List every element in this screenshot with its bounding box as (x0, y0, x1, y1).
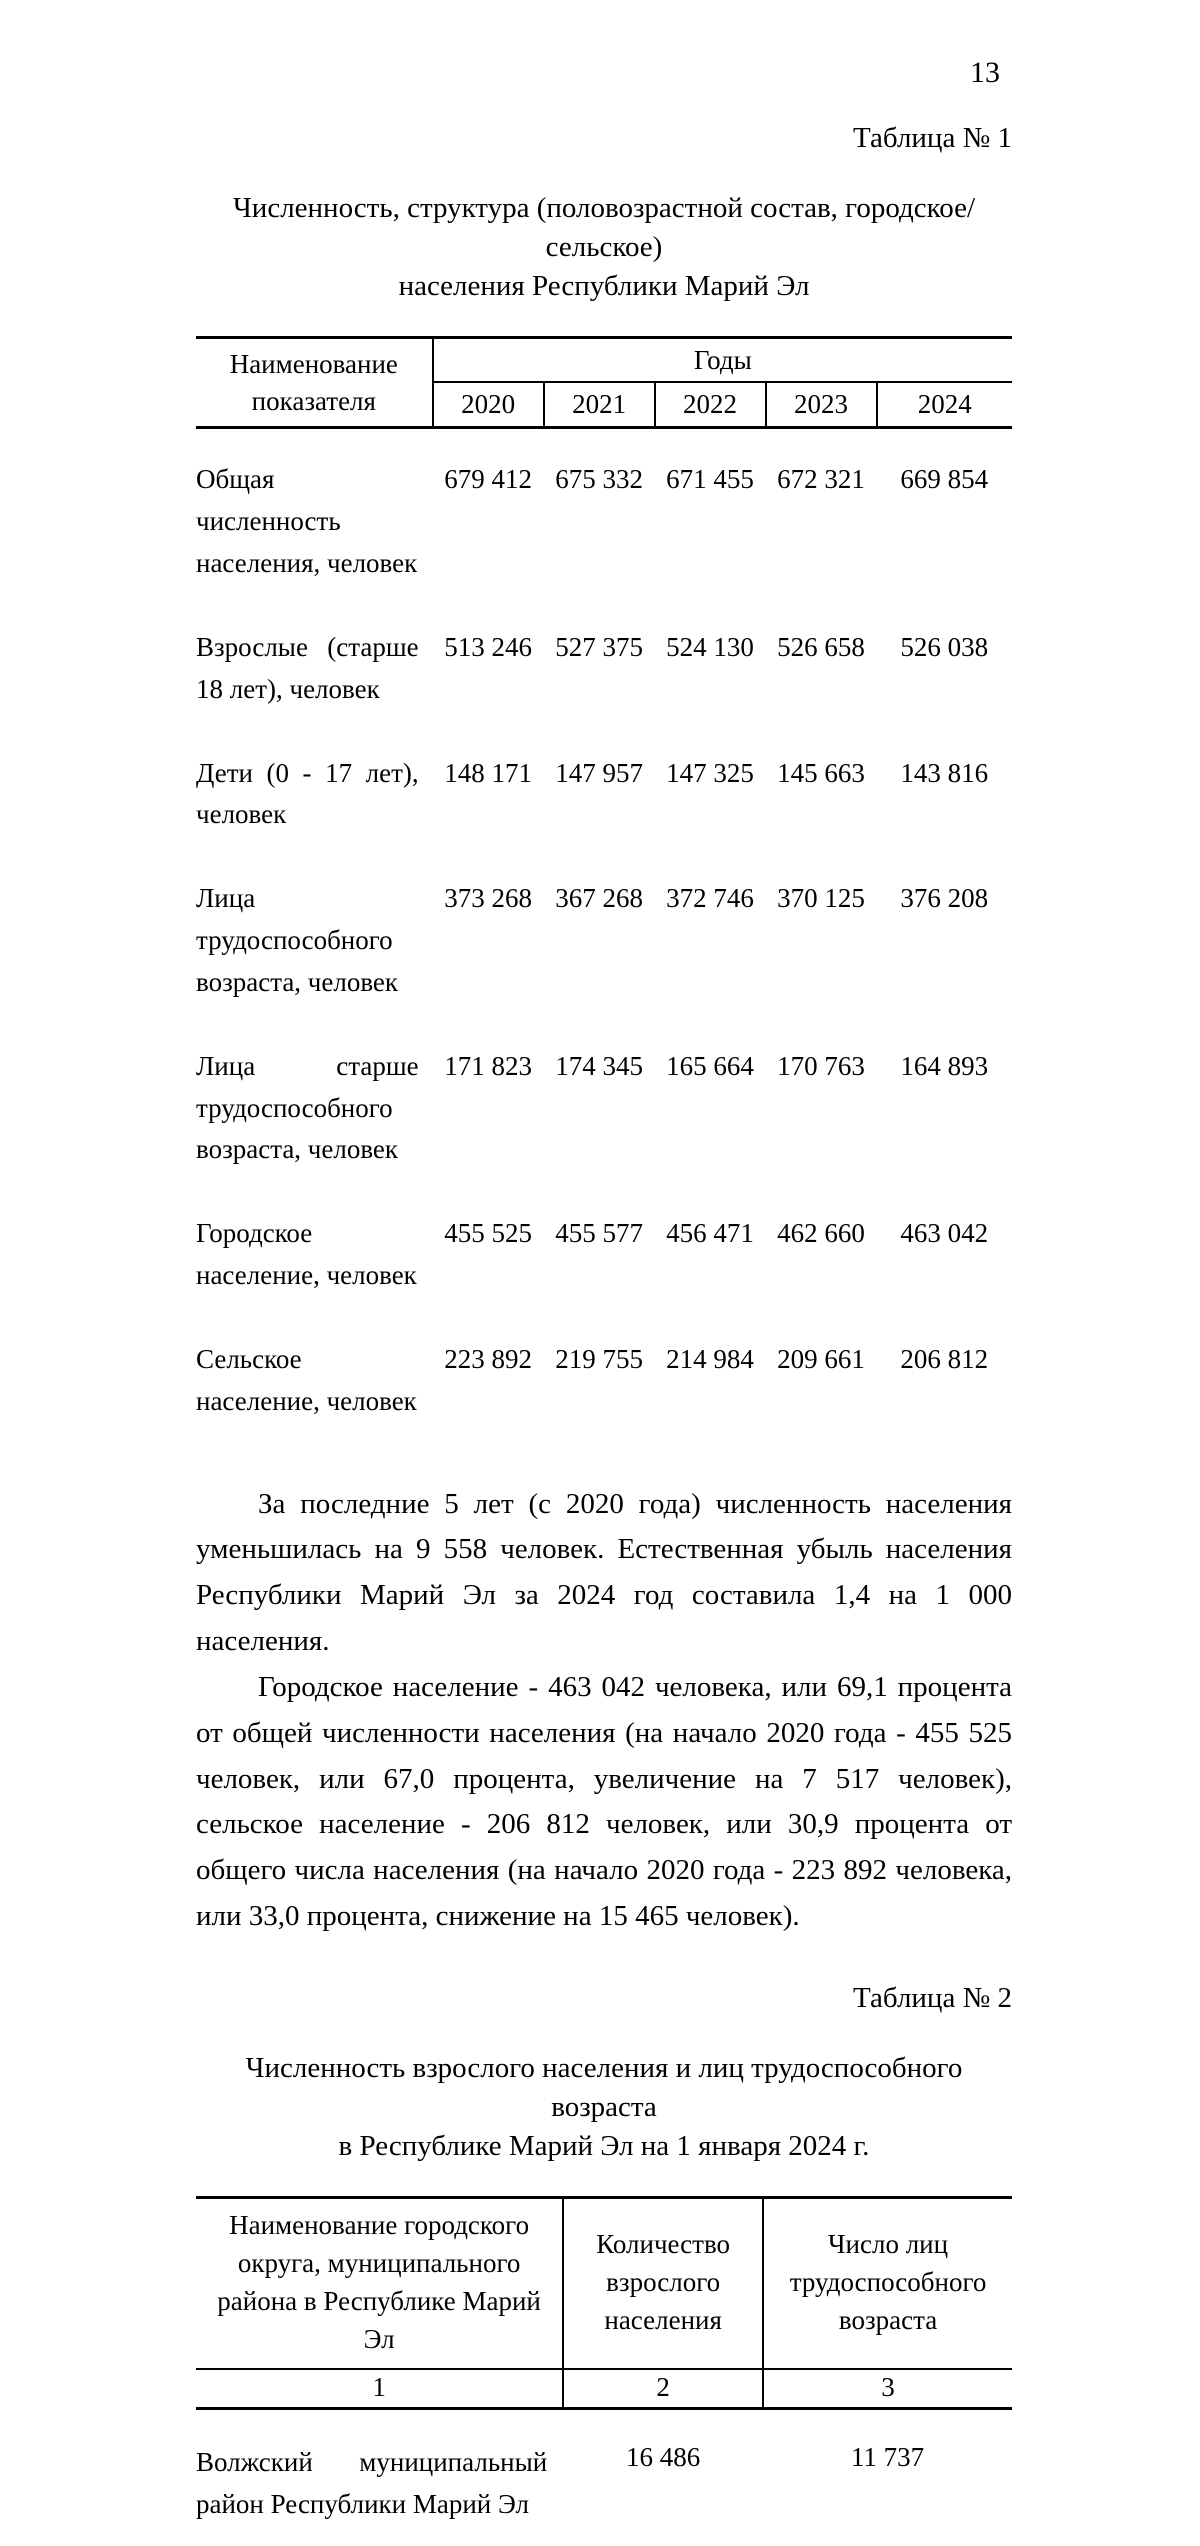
row-value: 376 208 (900, 883, 989, 914)
paragraph-population-decline: За последние 5 лет (с 2020 года) численн… (196, 1487, 1012, 1658)
table2-header-adult-population: Количество взрослого населения (562, 2197, 764, 2371)
table-row: Городское население, человек 455 525 455… (196, 1192, 1012, 1318)
row-value: 513 246 (444, 631, 532, 662)
row-value: 214 984 (666, 1343, 754, 1374)
row-value: 679 412 (444, 464, 532, 495)
row-label: Лица старше трудоспособного возраста, че… (196, 1050, 419, 1165)
table2: Наименование городского округа, муниципа… (196, 2196, 1012, 2546)
row-label: Взрослые (старше 18 лет), человек (196, 631, 419, 704)
table2-title-line2: в Республике Марий Эл на 1 января 2024 г… (338, 2130, 870, 2163)
table2-header-row: Наименование городского округа, муниципа… (196, 2197, 1012, 2371)
row-value: 223 892 (444, 1343, 532, 1374)
row-value: 526 038 (900, 631, 989, 662)
row-value: 675 332 (555, 464, 643, 495)
table-row: Лица старше трудоспособного возраста, че… (196, 1025, 1012, 1193)
row-value: 145 663 (777, 757, 865, 788)
table1-header-years-group: Годы (432, 337, 1012, 383)
row-value: 219 755 (555, 1343, 643, 1374)
row-value: 669 854 (900, 464, 989, 495)
row-value: 671 455 (666, 464, 754, 495)
table-row: Лица трудоспособного возраста, человек 3… (196, 857, 1012, 1025)
row-value: 373 268 (444, 883, 532, 914)
row-value: 147 957 (555, 757, 643, 788)
row-value: 672 321 (777, 464, 865, 495)
row-value: 367 268 (555, 883, 643, 914)
row-value: 16 486 (626, 2442, 701, 2473)
table-row: Сельское население, человек 223 892 219 … (196, 1318, 1012, 1444)
table1-caption: Таблица № 1 (853, 122, 1012, 154)
row-value: 171 823 (444, 1050, 532, 1081)
row-value: 526 658 (777, 631, 865, 662)
table1-header-row-years: 2020 2021 2022 2023 2024 (196, 381, 1012, 430)
row-value: 174 345 (555, 1050, 643, 1081)
row-label: Общая численность населения, человек (196, 464, 418, 578)
row-value: 147 325 (666, 757, 754, 788)
table1-header-row-group: Наименование показателя Годы (196, 337, 1012, 430)
table2-title: Численность взрослого населения и лиц тр… (196, 2049, 1012, 2166)
row-label: Городское население, человек (196, 1218, 417, 1291)
row-value: 143 816 (900, 757, 989, 788)
row-value: 11 737 (850, 2442, 925, 2473)
row-label: Сельское население, человек (196, 1343, 417, 1416)
table2-header-working-age: Число лиц трудоспособного возраста (762, 2197, 1012, 2371)
table1-title: Численность, структура (половозрастной с… (196, 189, 1012, 306)
table-row: Дети (0 - 17 лет), человек 148 171 147 9… (196, 732, 1012, 858)
row-value: 462 660 (777, 1218, 865, 1249)
table1-year-2022: 2022 (653, 381, 766, 430)
row-value: 524 130 (666, 631, 754, 662)
row-value: 206 812 (900, 1343, 989, 1374)
row-value: 209 661 (777, 1343, 865, 1374)
table2-caption: Таблица № 2 (853, 1981, 1012, 2014)
row-value: 455 577 (555, 1218, 643, 1249)
table1-title-line1: Численность, структура (половозрастной с… (232, 192, 976, 264)
table1-year-2021: 2021 (542, 381, 655, 430)
row-label: Волжский муниципальный район Республики … (196, 2447, 548, 2520)
document-page: 13 Таблица № 1 Численность, структура (п… (196, 56, 1012, 2520)
table1-year-2024: 2024 (875, 381, 1012, 430)
column-number: 1 (196, 2369, 564, 2411)
row-value: 164 893 (900, 1050, 989, 1081)
column-number: 3 (762, 2369, 1012, 2411)
row-label: Дети (0 - 17 лет), человек (196, 757, 419, 830)
row-label: Лица трудоспособного возраста, человек (196, 883, 399, 997)
table1-title-line2: населения Республики Марий Эл (398, 270, 810, 303)
row-value: 463 042 (900, 1218, 989, 1249)
row-value: 455 525 (444, 1218, 532, 1249)
table2-title-line1: Численность взрослого населения и лиц тр… (245, 2051, 963, 2123)
row-value: 370 125 (777, 883, 865, 914)
table1-year-2020: 2020 (432, 381, 544, 430)
row-value: 148 171 (444, 757, 532, 788)
paragraph-urban-rural: Городское население - 463 042 человека, … (196, 1670, 1012, 1932)
table1: Наименование показателя Годы 2020 2021 2… (196, 336, 1012, 1443)
row-value: 165 664 (666, 1050, 754, 1081)
table-row: Взрослые (старше 18 лет), человек 513 24… (196, 606, 1012, 732)
table2-header-municipality: Наименование городского округа, муниципа… (196, 2197, 564, 2371)
row-value: 372 746 (666, 883, 754, 914)
table-row: Общая численность населения, человек 679… (196, 428, 1012, 606)
page-number: 13 (970, 56, 1000, 89)
table1-header-stub: Наименование показателя (196, 337, 434, 430)
table1-year-2023: 2023 (764, 381, 877, 430)
table2-numbering-row: 1 2 3 (196, 2369, 1012, 2411)
row-value: 456 471 (666, 1218, 754, 1249)
table-row: Волжский муниципальный район Республики … (196, 2409, 1012, 2546)
row-value: 170 763 (777, 1050, 865, 1081)
column-number: 2 (562, 2369, 764, 2411)
row-value: 527 375 (555, 631, 643, 662)
